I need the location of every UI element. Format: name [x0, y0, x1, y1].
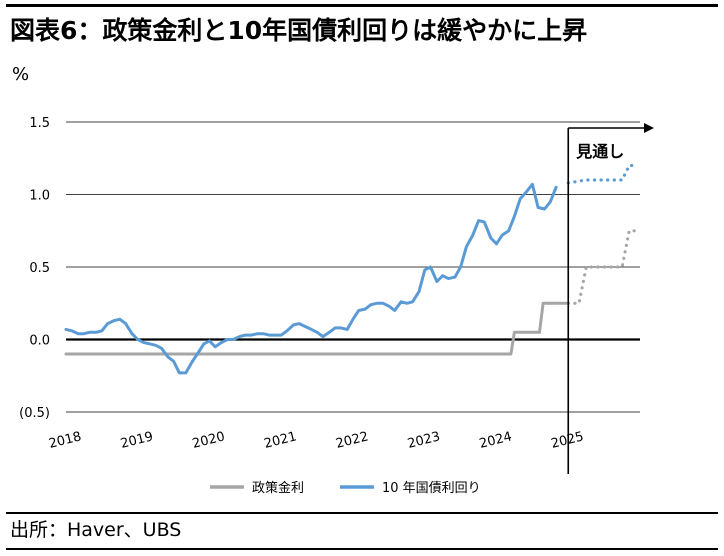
series-line-1	[64, 182, 558, 375]
y-tick-label: 1.0	[29, 189, 50, 204]
x-tick-label: 2023	[406, 429, 442, 452]
series-lines	[64, 163, 639, 375]
source-note: 出所：Haver、UBS	[10, 519, 182, 541]
chart-title: 図表6：政策金利と10年国債利回りは緩やかに上昇	[10, 16, 588, 45]
x-axis-ticks: 2018 2019 2020 2021 2022 2023 2024 2025	[47, 429, 585, 452]
x-tick-label: 2019	[119, 429, 155, 452]
grid-lines	[66, 121, 640, 413]
x-tick-label: 2021	[263, 429, 299, 452]
top-rule	[6, 4, 718, 7]
series-line-0	[64, 301, 570, 356]
x-tick-label: 2022	[334, 429, 370, 452]
y-tick-label: 0.0	[29, 334, 50, 349]
y-tick-label: (0.5)	[19, 406, 50, 421]
legend: 政策金利 10 年国債利回り	[210, 480, 481, 496]
x-tick-label: 2020	[191, 429, 227, 452]
x-tick-label: 2018	[47, 429, 83, 452]
source-rule	[6, 512, 718, 514]
legend-label-0: 政策金利	[252, 480, 304, 496]
series-forecast-0	[566, 229, 639, 305]
y-tick-label: 0.5	[29, 261, 50, 276]
forecast-annotation: 見通し	[575, 142, 624, 161]
legend-label-1: 10 年国債利回り	[382, 481, 481, 496]
x-tick-label: 2024	[478, 429, 514, 452]
x-tick-label: 2025	[550, 429, 586, 452]
y-axis-ticks: 1.5 1.0 0.5 0.0 (0.5)	[19, 116, 50, 421]
forecast-marker: 見通し	[567, 123, 654, 474]
bottom-rule	[6, 548, 718, 550]
y-unit-label: %	[12, 64, 30, 85]
y-tick-label: 1.5	[29, 116, 50, 131]
series-forecast-1	[566, 163, 639, 185]
